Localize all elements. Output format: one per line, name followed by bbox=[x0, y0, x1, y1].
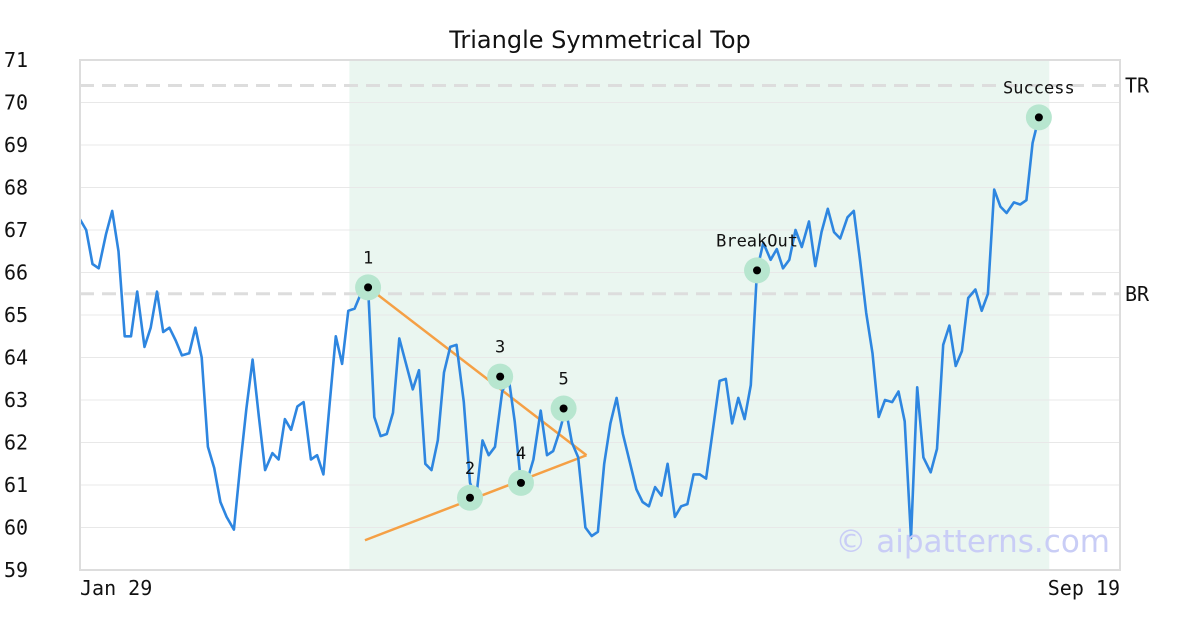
marker-dot-4 bbox=[516, 478, 525, 487]
x-tick-labels: Jan 29 Sep 19 bbox=[80, 576, 1120, 600]
y-tick-label: 68 bbox=[4, 176, 28, 200]
marker-label-4: 4 bbox=[516, 444, 526, 464]
chart-title: Triangle Symmetrical Top bbox=[448, 26, 751, 54]
y-tick-label: 64 bbox=[4, 346, 28, 370]
y-tick-label: 61 bbox=[4, 473, 28, 497]
marker-label-breakout: BreakOut bbox=[716, 231, 798, 251]
marker-dot-5 bbox=[559, 404, 568, 413]
markers-layer: 1 2 3 4 5 BreakOut Success bbox=[355, 78, 1075, 511]
marker-label-success: Success bbox=[1003, 78, 1075, 98]
x-tick-label: Sep 19 bbox=[1048, 576, 1120, 600]
grid-layer bbox=[80, 59, 1120, 571]
y-tick-label: 60 bbox=[4, 516, 28, 540]
y-tick-label: 66 bbox=[4, 261, 28, 285]
y-tick-label: 67 bbox=[4, 218, 28, 242]
marker-label-2: 2 bbox=[465, 459, 475, 479]
marker-dot-2 bbox=[466, 493, 474, 502]
marker-label-3: 3 bbox=[495, 338, 505, 358]
marker-label-5: 5 bbox=[558, 370, 568, 390]
reference-lines-layer: TR BR bbox=[80, 74, 1150, 306]
marker-dot-success bbox=[1034, 113, 1043, 122]
y-tick-label: 70 bbox=[4, 91, 28, 115]
y-tick-label: 59 bbox=[4, 558, 28, 582]
watermark: © aipatterns.com bbox=[835, 524, 1110, 560]
y-tick-labels: 59 60 61 62 63 64 65 66 67 68 69 70 71 bbox=[4, 48, 28, 582]
marker-label-1: 1 bbox=[363, 248, 373, 268]
marker-dot-breakout bbox=[753, 266, 762, 275]
marker-dot-1 bbox=[364, 283, 373, 292]
y-tick-label: 69 bbox=[4, 133, 28, 157]
triangle-upper-line bbox=[367, 286, 588, 457]
plot-frame bbox=[79, 59, 1121, 571]
y-tick-label: 63 bbox=[4, 388, 28, 412]
reference-label-br: BR bbox=[1125, 282, 1150, 306]
reference-label-tr: TR bbox=[1125, 74, 1150, 98]
y-tick-label: 65 bbox=[4, 303, 28, 327]
y-tick-label: 62 bbox=[4, 431, 28, 455]
x-tick-label: Jan 29 bbox=[80, 576, 152, 600]
y-tick-label: 71 bbox=[4, 48, 28, 72]
marker-dot-3 bbox=[496, 372, 505, 381]
